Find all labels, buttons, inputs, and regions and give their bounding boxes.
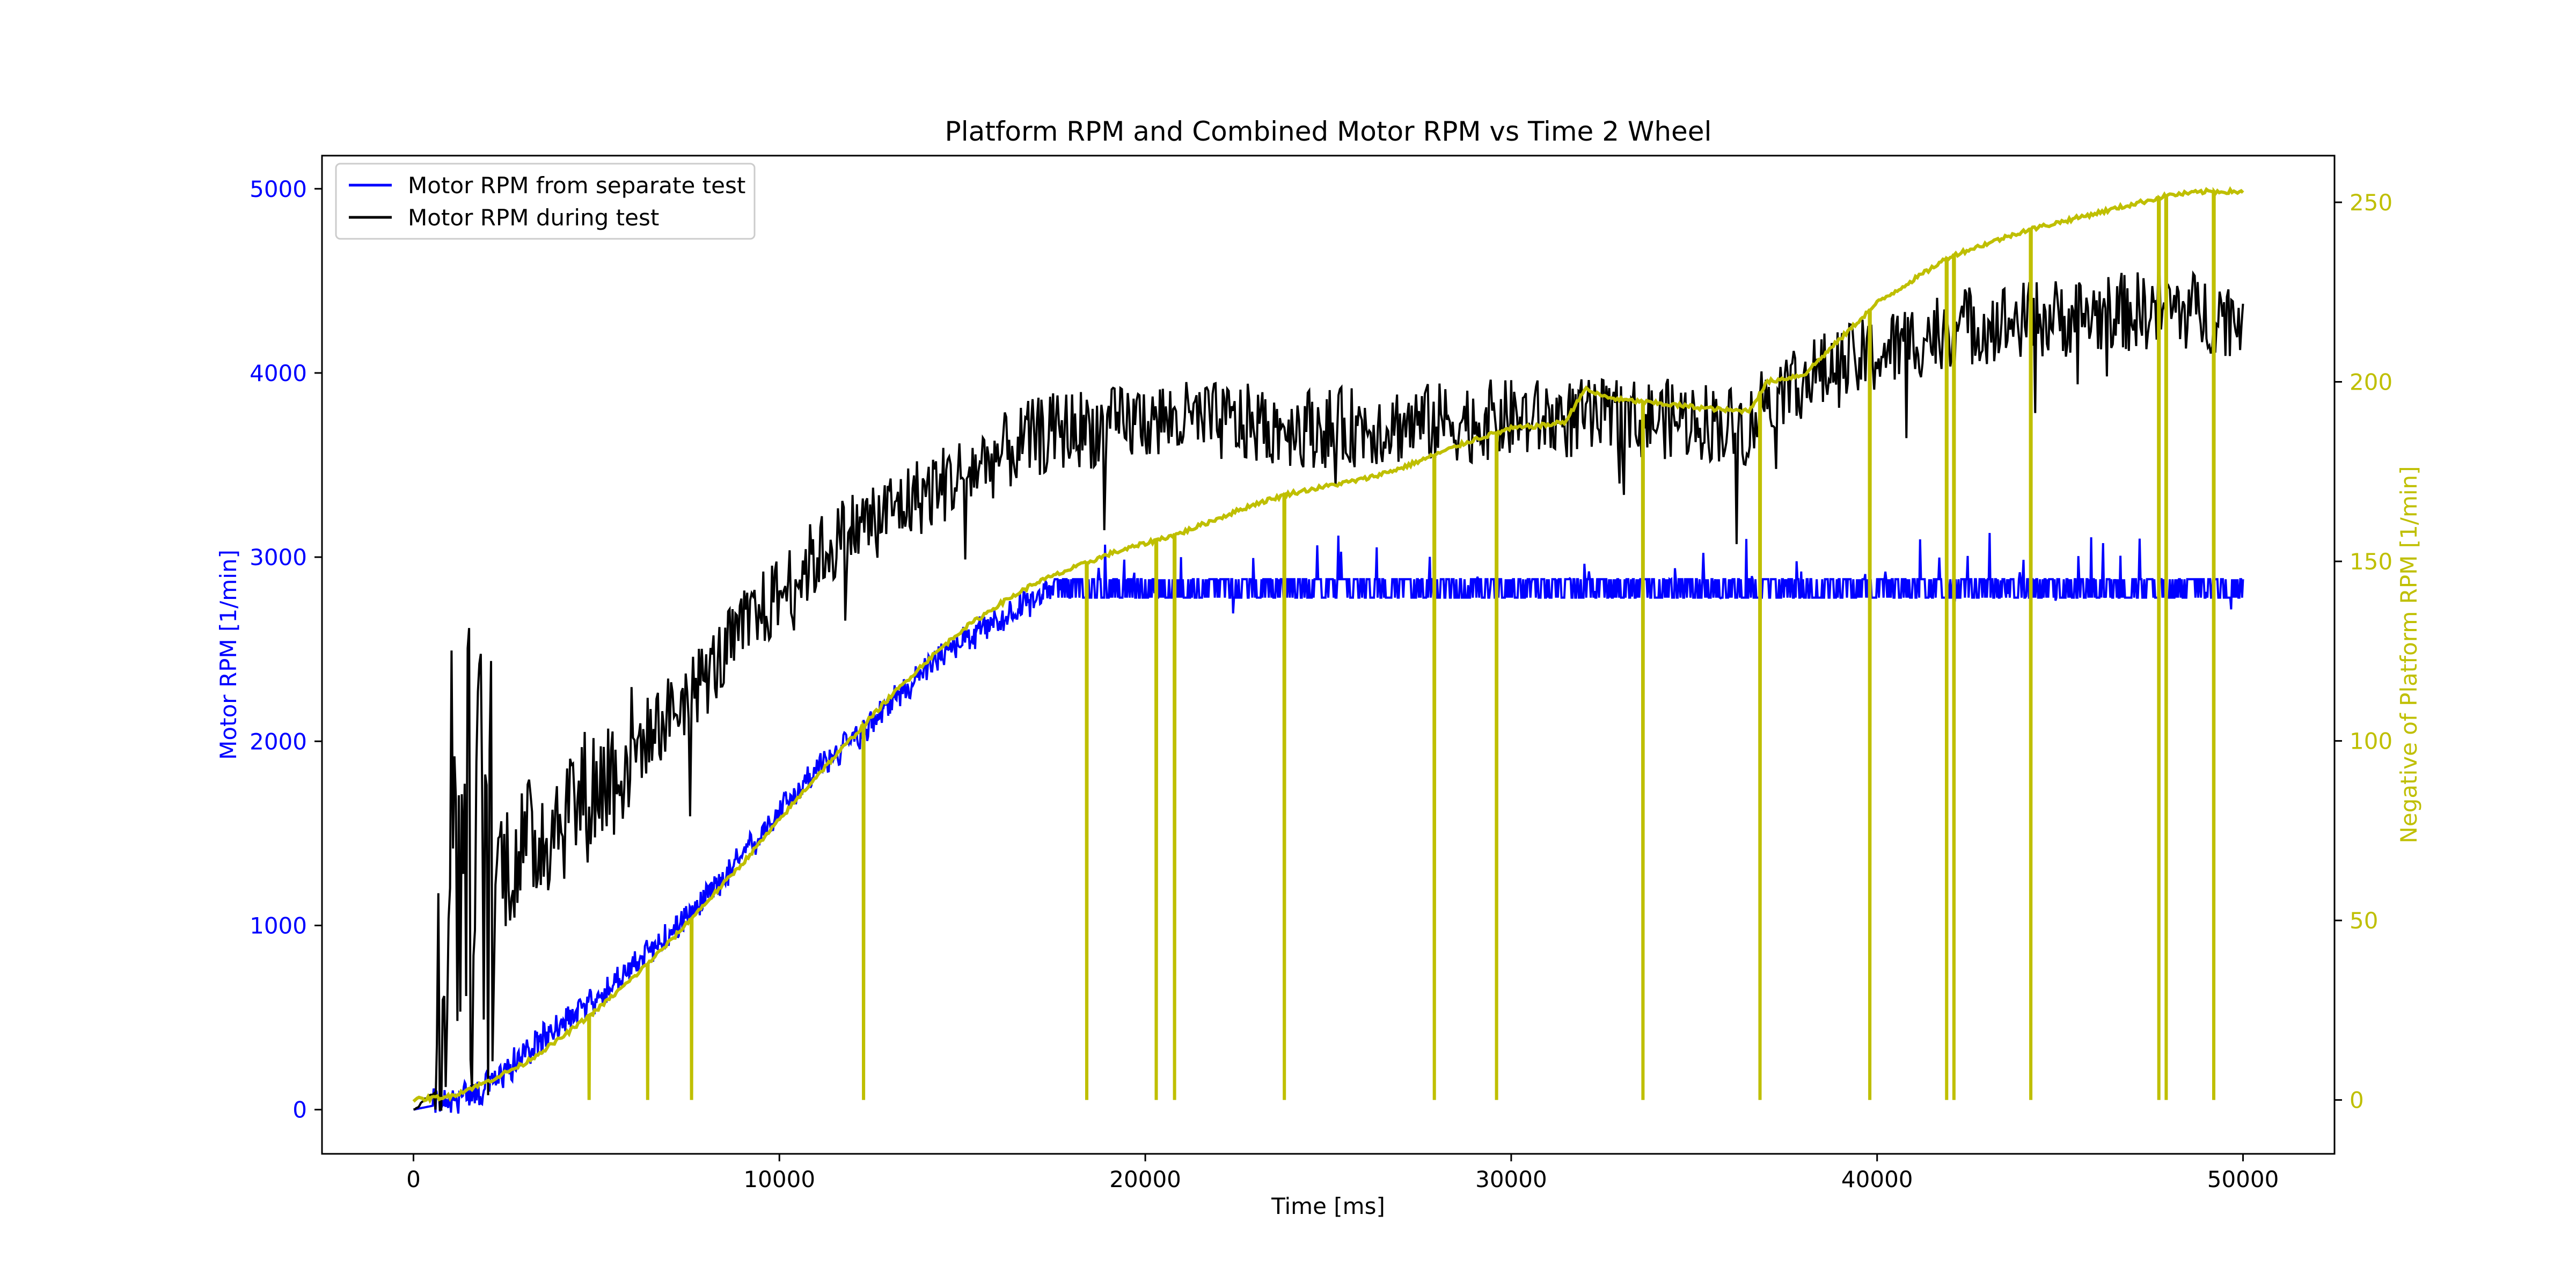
y-left-tick-label: 1000 bbox=[250, 912, 307, 939]
y-right-tick-label: 100 bbox=[2350, 728, 2392, 755]
x-tick-label: 10000 bbox=[743, 1166, 815, 1192]
x-axis-label: Time [ms] bbox=[1271, 1193, 1385, 1219]
y-right-tick-label: 200 bbox=[2350, 369, 2392, 396]
legend: Motor RPM from separate test Motor RPM d… bbox=[335, 163, 756, 240]
y-axis-left-label: Motor RPM [1/min] bbox=[215, 550, 241, 760]
y-left-tick-label: 0 bbox=[292, 1097, 307, 1123]
y-left-tick-label: 2000 bbox=[250, 728, 307, 755]
y-axis-left: 0 1000 2000 3000 4000 5000 bbox=[250, 176, 322, 1123]
y-left-tick-label: 3000 bbox=[250, 544, 307, 570]
series-platform-line bbox=[412, 186, 2244, 1104]
x-tick-label: 20000 bbox=[1109, 1166, 1181, 1192]
x-tick-label: 50000 bbox=[2207, 1166, 2279, 1192]
legend-label-during-test: Motor RPM during test bbox=[408, 204, 659, 231]
legend-box bbox=[335, 163, 756, 240]
y-right-tick-label: 50 bbox=[2350, 908, 2378, 934]
y-right-tick-label: 0 bbox=[2350, 1087, 2364, 1114]
y-left-tick-label: 5000 bbox=[250, 176, 307, 202]
series-during-test-line bbox=[413, 268, 2244, 1111]
y-left-tick-label: 4000 bbox=[250, 360, 307, 386]
y-right-tick-label: 250 bbox=[2350, 189, 2392, 216]
plot-frame bbox=[321, 155, 2336, 1155]
chart-title: Platform RPM and Combined Motor RPM vs T… bbox=[945, 116, 1712, 147]
series-group bbox=[412, 186, 2244, 1114]
y-axis-right-label: Negative of Platform RPM [1/min] bbox=[2396, 466, 2422, 843]
legend-label-separate-test: Motor RPM from separate test bbox=[408, 172, 745, 199]
x-axis: 0 10000 20000 30000 40000 50000 bbox=[406, 1154, 2279, 1192]
y-right-tick-label: 150 bbox=[2350, 548, 2392, 575]
x-tick-label: 30000 bbox=[1475, 1166, 1547, 1192]
plot-area bbox=[412, 186, 2244, 1114]
y-axis-right: 0 50 100 150 200 250 bbox=[2334, 189, 2392, 1114]
x-tick-label: 40000 bbox=[1841, 1166, 1913, 1192]
x-tick-label: 0 bbox=[406, 1166, 421, 1192]
